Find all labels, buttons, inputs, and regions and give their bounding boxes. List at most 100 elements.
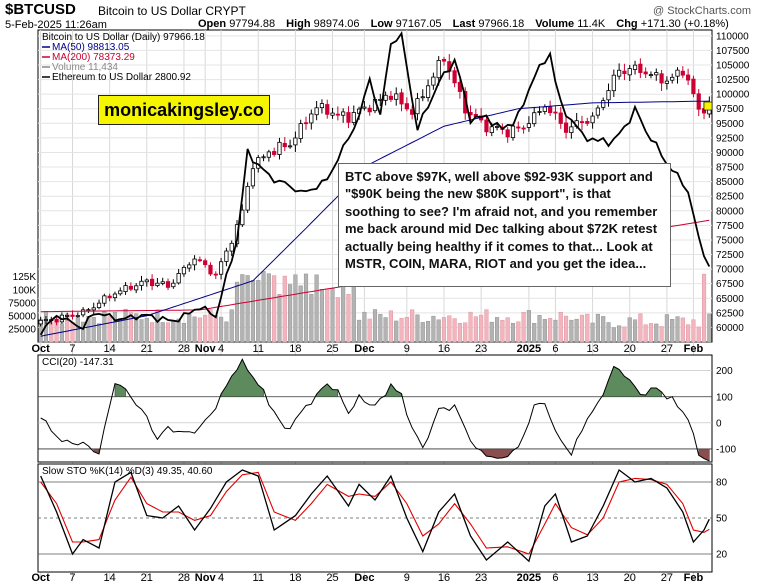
x-axis-tick-label: 21 [141, 343, 153, 355]
candle-body [362, 106, 367, 109]
candle-body [643, 71, 648, 75]
candle-body [309, 113, 314, 124]
volume-bar [532, 323, 537, 343]
volume-bar [542, 319, 547, 343]
price-axis-tick: 62500 [716, 308, 744, 319]
candle-body [590, 115, 595, 124]
candle-body [65, 315, 70, 317]
x-axis-tick-label: 25 [326, 343, 338, 355]
cci-title: CCI(20) -147.31 [42, 357, 114, 368]
candle-body [627, 68, 632, 76]
candle-body [123, 285, 128, 293]
x-axis-tick-label: 13 [586, 343, 598, 355]
stockcharts-credit[interactable]: @ StockCharts.com [653, 5, 751, 17]
price-axis-tick: 102500 [716, 75, 750, 86]
volume-bar [670, 319, 675, 343]
volume-axis-tick: 25000 [8, 324, 36, 335]
price-axis-tick: 87500 [716, 163, 744, 174]
candle-body [287, 145, 293, 148]
volume-bar [611, 327, 616, 343]
ma50-line [40, 100, 710, 337]
volume-bar [691, 319, 696, 343]
price-axis-tick: 65000 [716, 294, 744, 305]
candle-body [181, 266, 187, 275]
volume-bar [261, 271, 266, 343]
price-axis-tick: 90000 [716, 148, 744, 159]
candle-body [218, 261, 224, 275]
volume-bar [574, 318, 579, 343]
quote-open-label: Open [198, 18, 227, 30]
candle-body [272, 151, 277, 155]
volume-bar [473, 316, 478, 343]
volume-bar [128, 312, 133, 343]
volume-bar [622, 326, 627, 343]
candle-body [261, 156, 266, 159]
volume-bar [415, 314, 420, 343]
stochastic-x-axis-tick-label: 27 [661, 572, 673, 584]
volume-bar [256, 280, 261, 343]
volume-bar [229, 309, 234, 343]
legend-ma50: MA(50) 98813.05 [52, 42, 130, 53]
chart-subtitle: Bitcoin to US Dollar CRYPT [98, 4, 246, 18]
candle-body [107, 295, 112, 299]
candle-body [537, 111, 542, 113]
candle-body [134, 285, 139, 291]
candle-body [670, 76, 675, 81]
volume-bar [314, 274, 319, 343]
stochastic-x-axis-tick-label: 25 [326, 572, 338, 584]
candle-body [144, 279, 149, 283]
candle-body [155, 282, 160, 286]
price-axis-tick: 97500 [716, 104, 744, 115]
candle-body [102, 295, 107, 304]
candle-body [250, 168, 256, 187]
candle-body [293, 137, 298, 146]
volume-bar [96, 323, 102, 343]
volume-bar [219, 316, 224, 343]
price-axis-tick: 75000 [716, 235, 744, 246]
volume-bar [171, 320, 176, 343]
price-axis-tick: 85000 [716, 177, 744, 188]
candle-body [346, 112, 351, 123]
price-axis-tick: 110000 [716, 31, 749, 42]
candle-body [266, 151, 271, 158]
volume-bar [298, 285, 303, 343]
volume-bar [102, 311, 107, 343]
volume-bar [372, 309, 378, 343]
volume-bar [410, 309, 415, 343]
cci-axis-tick: 100 [716, 392, 733, 403]
stochastic-axis-tick: 20 [716, 550, 728, 561]
price-axis-tick: 82500 [716, 192, 744, 203]
volume-bar [537, 315, 542, 343]
x-axis-tick-label: 14 [104, 343, 116, 355]
volume-bar [160, 322, 165, 343]
stochastic-x-axis-tick-label: 14 [104, 572, 116, 584]
candle-body [54, 318, 59, 323]
candle-body [585, 121, 590, 124]
volume-bar [452, 318, 457, 343]
cci-line [40, 358, 710, 462]
candle-body [431, 76, 436, 86]
volume-bar [81, 321, 86, 343]
candle-body [532, 112, 537, 125]
x-axis-tick-label: Dec [354, 343, 374, 355]
candle-body [128, 285, 133, 290]
volume-bar [139, 319, 144, 343]
stochastic-k-line [40, 468, 710, 563]
volume-bar [112, 311, 118, 343]
candle-body [664, 80, 669, 84]
volume-bar [282, 275, 287, 343]
candle-body [526, 123, 532, 128]
candle-body [38, 319, 43, 325]
x-axis-tick-label: 20 [624, 343, 636, 355]
candle-body [617, 69, 622, 77]
stochastic-x-axis-tick-label: 20 [624, 572, 636, 584]
volume-bar [335, 297, 340, 343]
quote-last-label: Last [452, 18, 476, 30]
candle-body [494, 126, 500, 128]
stochastic-x-axis-tick-label: 11 [253, 572, 264, 584]
brand-label: monicakingsley.co [98, 95, 270, 125]
volume-bar [606, 322, 611, 343]
legend-ethereum: Ethereum to US Dollar 2800.92 [52, 72, 191, 83]
volume-bar [277, 294, 282, 343]
volume-bar [569, 319, 574, 343]
